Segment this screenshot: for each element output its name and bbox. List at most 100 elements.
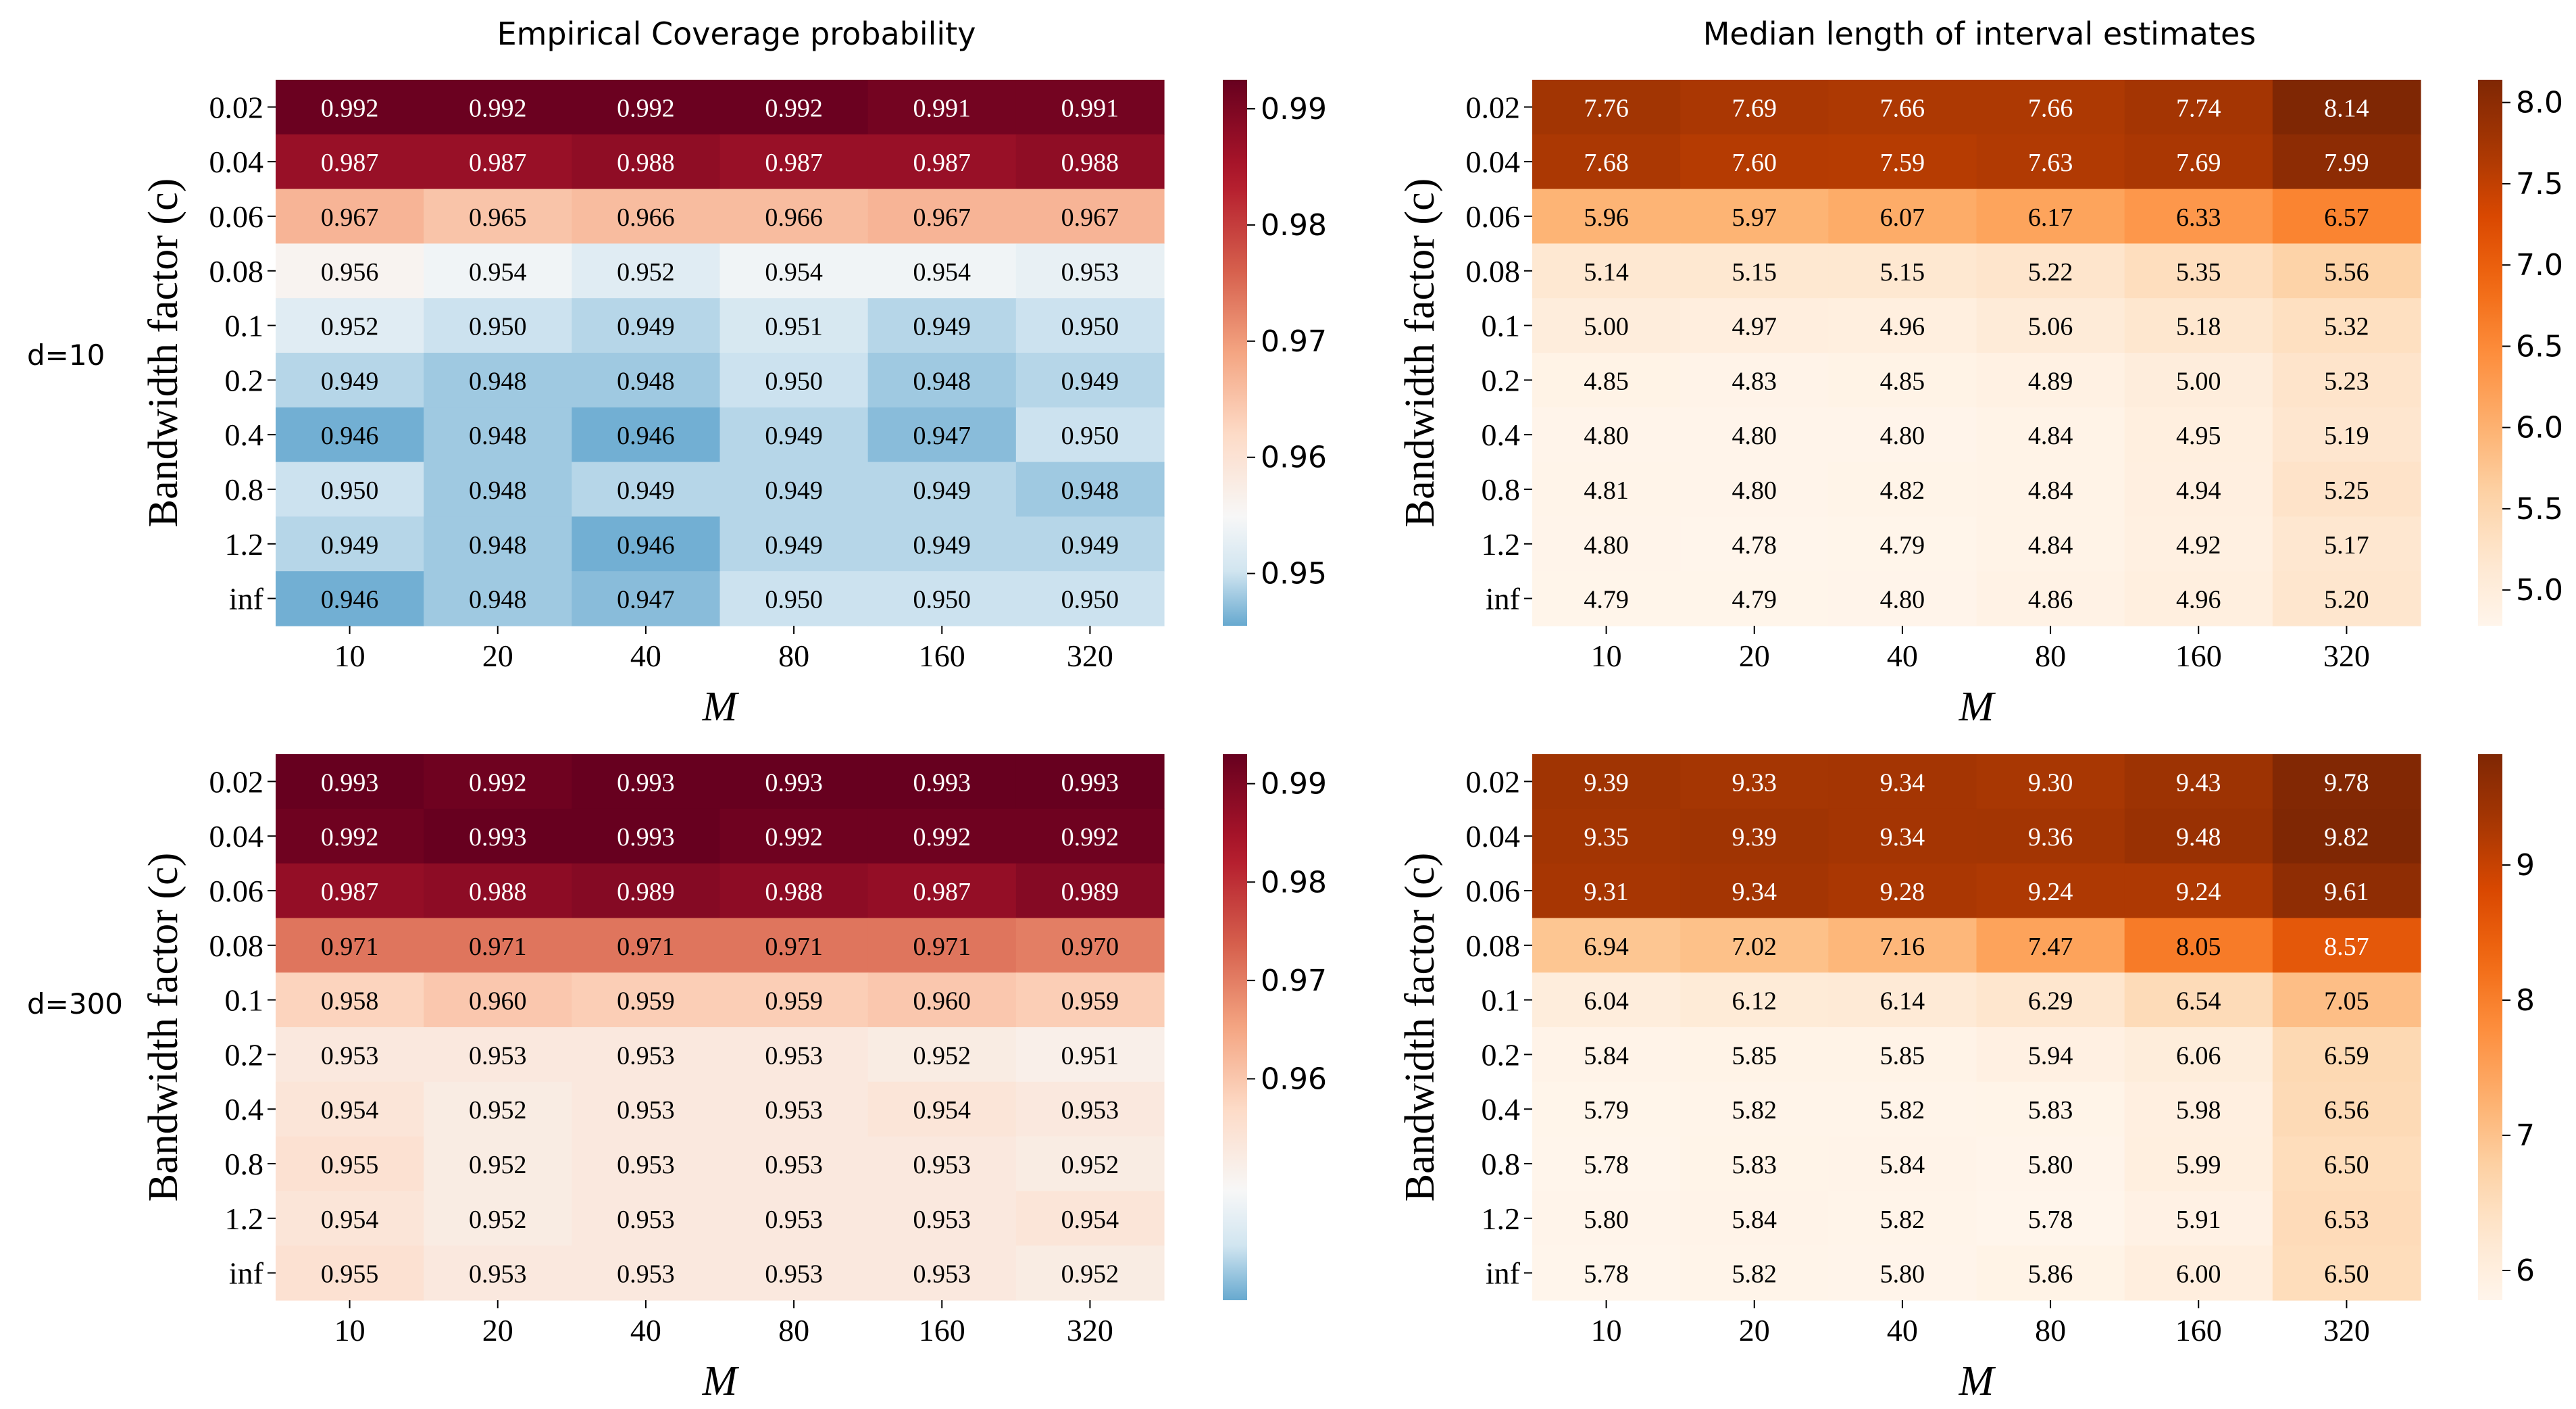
heatmap-cell — [2124, 462, 2273, 517]
y-tick-label: inf — [1486, 1256, 1521, 1291]
heatmap-cell — [2272, 243, 2421, 299]
colorbar-tick-label: 0.99 — [1261, 92, 1327, 126]
heatmap-cell — [2272, 1081, 2421, 1137]
colorbar-tick-label: 7.5 — [2516, 167, 2563, 201]
heatmap-cell — [867, 353, 1017, 408]
y-tick-label: 0.4 — [1482, 1092, 1521, 1127]
x-tick-label: 80 — [778, 639, 809, 673]
heatmap-cell — [2124, 189, 2273, 244]
cell-value-label: 4.79 — [1880, 531, 1925, 560]
cell-value-label: 0.953 — [765, 1096, 823, 1124]
y-tick-label: 0.2 — [225, 1037, 264, 1072]
cell-value-label: 0.953 — [469, 1041, 527, 1070]
heatmap-cell — [719, 462, 869, 517]
heatmap-cell — [719, 863, 869, 918]
cell-value-label: 5.35 — [2176, 258, 2221, 287]
cell-value-label: 4.84 — [2028, 422, 2073, 450]
cell-value-label: 0.953 — [1061, 1096, 1119, 1124]
cell-value-label: 0.989 — [1061, 878, 1119, 906]
heatmap-cell — [276, 1245, 424, 1301]
heatmap-cell — [276, 80, 424, 135]
heatmap-cell — [719, 80, 869, 135]
heatmap-cell — [424, 1081, 572, 1137]
heatmap-cell — [276, 189, 424, 244]
heatmap-cell — [2124, 1027, 2273, 1083]
x-tick-label: 80 — [778, 1313, 809, 1348]
cell-value-label: 9.61 — [2324, 878, 2369, 906]
cell-value-label: 0.949 — [765, 531, 823, 560]
heatmap-cell — [719, 298, 869, 353]
heatmap-cell — [867, 571, 1017, 626]
cell-value-label: 7.66 — [1880, 94, 1925, 122]
cell-value-label: 0.967 — [321, 203, 379, 232]
heatmap-cell — [1828, 134, 1977, 190]
x-tick-label: 40 — [630, 1313, 661, 1348]
cell-value-label: 0.967 — [1061, 203, 1119, 232]
heatmap-cell — [424, 407, 572, 463]
heatmap-cell — [719, 754, 869, 810]
heatmap-cell — [719, 918, 869, 973]
cell-value-label: 5.97 — [1732, 203, 1777, 232]
cell-value-label: 6.33 — [2176, 203, 2221, 232]
heatmap-cell — [572, 1027, 721, 1083]
cell-value-label: 7.05 — [2324, 987, 2369, 1016]
cell-value-label: 5.84 — [1880, 1151, 1925, 1179]
row-label-d10: d=10 — [27, 339, 105, 372]
cell-value-label: 0.953 — [765, 1206, 823, 1234]
heatmap-cell — [1976, 1081, 2125, 1137]
heatmap-cell — [276, 298, 424, 353]
cell-value-label: 0.952 — [617, 258, 675, 287]
cell-value-label: 7.66 — [2028, 94, 2073, 122]
cell-value-label: 9.82 — [2324, 823, 2369, 851]
x-tick-label: 320 — [2323, 639, 2370, 673]
cell-value-label: 0.987 — [469, 149, 527, 177]
cell-value-label: 4.79 — [1732, 586, 1777, 614]
y-tick-label: 0.04 — [1466, 145, 1521, 179]
cell-value-label: 0.949 — [1061, 531, 1119, 560]
cell-value-label: 0.948 — [469, 422, 527, 450]
heatmap-cell — [1680, 1191, 1829, 1246]
heatmap-cell — [2124, 1081, 2273, 1137]
heatmap-cell — [1532, 80, 1681, 135]
heatmap-cell — [2124, 407, 2273, 463]
colorbar-tick-label: 5.0 — [2516, 573, 2563, 608]
heatmap-cell — [1680, 80, 1829, 135]
cell-value-label: 5.18 — [2176, 313, 2221, 341]
cell-value-label: 0.987 — [765, 149, 823, 177]
cell-value-label: 0.965 — [469, 203, 527, 232]
cell-value-label: 9.43 — [2176, 768, 2221, 797]
heatmap-cell — [719, 407, 869, 463]
heatmap-cell — [1680, 353, 1829, 408]
cell-value-label: 0.952 — [469, 1096, 527, 1124]
cell-value-label: 0.993 — [617, 768, 675, 797]
y-tick-label: 0.08 — [209, 254, 264, 289]
cell-value-label: 0.953 — [469, 1260, 527, 1289]
heatmap-cell — [1976, 189, 2125, 244]
cell-value-label: 0.948 — [617, 367, 675, 395]
heatmap-cell — [1680, 808, 1829, 864]
y-tick-label: 0.06 — [209, 199, 264, 234]
cell-value-label: 0.955 — [321, 1151, 379, 1179]
heatmap-cell — [1015, 1136, 1165, 1191]
heatmap-cell — [719, 1245, 869, 1301]
cell-value-label: 0.946 — [321, 422, 379, 450]
cell-value-label: 5.80 — [1880, 1260, 1925, 1289]
y-tick-label: 0.08 — [1466, 254, 1521, 289]
cell-value-label: 0.948 — [469, 531, 527, 560]
y-tick-label: 0.8 — [1482, 472, 1521, 507]
cell-value-label: 0.971 — [321, 933, 379, 961]
y-tick-label: 0.1 — [1482, 983, 1521, 1018]
cell-value-label: 0.988 — [765, 878, 823, 906]
heatmap-cell — [1828, 298, 1977, 353]
cell-value-label: 0.952 — [469, 1206, 527, 1234]
cell-value-label: 5.84 — [1584, 1041, 1629, 1070]
cell-value-label: 5.91 — [2176, 1206, 2221, 1234]
cell-value-label: 0.970 — [1061, 933, 1119, 961]
cell-value-label: 5.25 — [2324, 476, 2369, 505]
heatmap-cell — [1976, 972, 2125, 1028]
heatmap-cell — [572, 754, 721, 810]
cell-value-label: 6.94 — [1584, 933, 1629, 961]
cell-value-label: 5.85 — [1732, 1041, 1777, 1070]
heatmap-cell — [1015, 972, 1165, 1028]
